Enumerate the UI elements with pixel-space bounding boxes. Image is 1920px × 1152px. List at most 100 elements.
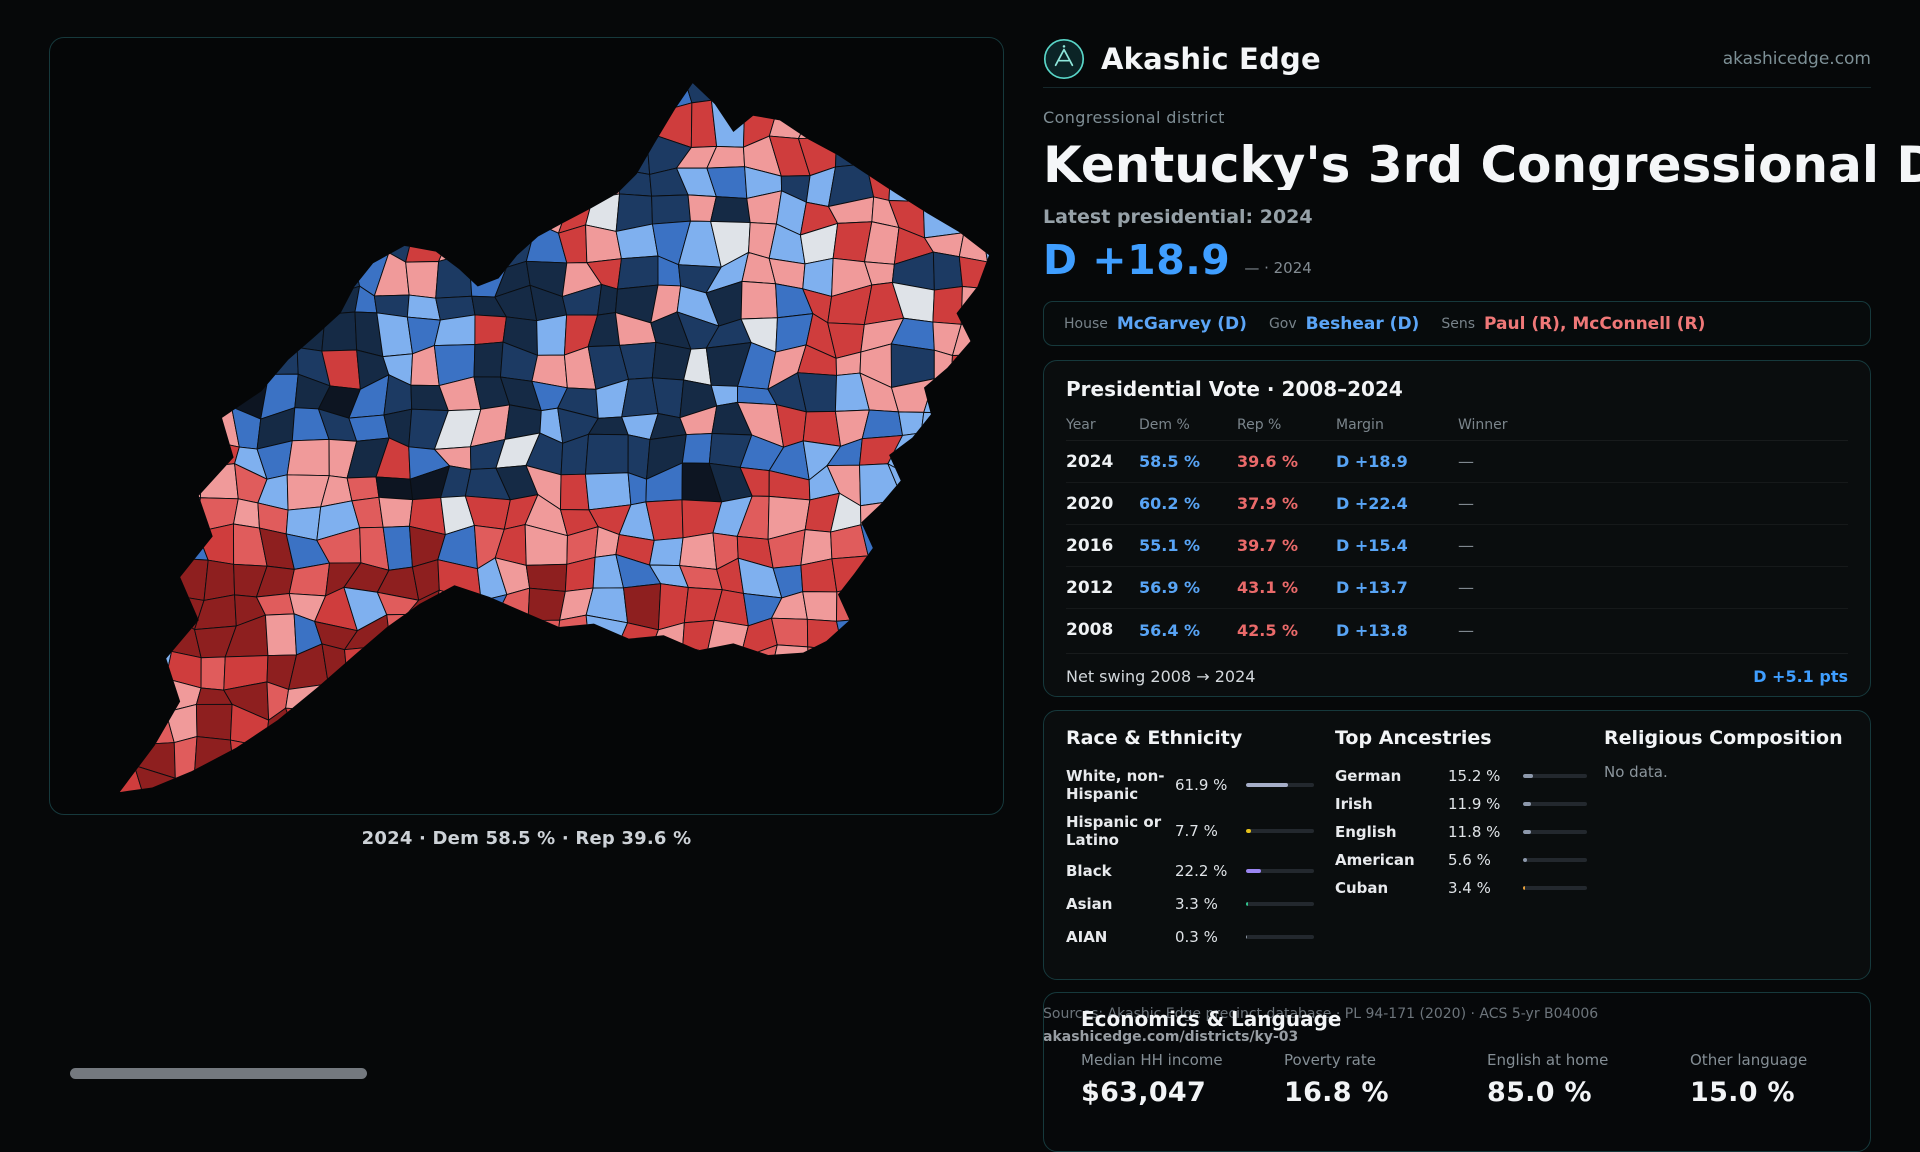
pres-cell-rep: 37.9 % <box>1237 494 1299 513</box>
akashic-edge-logo-icon <box>1043 38 1085 79</box>
pres-cell-rep: 42.5 % <box>1237 620 1299 640</box>
net-swing-label: Net swing 2008 → 2024 <box>1066 667 1256 686</box>
pres-cell-year: 2012 <box>1066 577 1114 598</box>
pres-col-dem: Dem % <box>1139 416 1190 433</box>
latest-presidential-label: Latest presidential: 2024 <box>1043 206 1313 228</box>
demo-bar-track <box>1523 774 1587 778</box>
footer-permalink-link[interactable]: akashicedge.com/districts/ky-03 <box>1043 1029 1299 1045</box>
pres-col-year: Year <box>1066 416 1096 433</box>
governor-link[interactable]: Beshear (D) <box>1305 313 1420 334</box>
demo-row-label: Asian <box>1066 894 1113 913</box>
brand-name: Akashic Edge <box>1101 41 1321 76</box>
demo-row: White, non-Hispanic 61.9 % <box>1066 762 1316 808</box>
pres-cell-winner: — <box>1458 578 1474 597</box>
pres-table-body: 2024 58.5 % 39.6 % D +18.9 — 2020 60.2 % 37.9 %… <box>1066 441 1848 651</box>
demo-bar-fill <box>1523 858 1527 862</box>
pres-cell-dem: 55.1 % <box>1139 536 1201 555</box>
panel-header: Akashic Edge akashicedge.com <box>1043 30 1871 88</box>
pres-cell-winner: — <box>1458 620 1474 640</box>
demo-row: Asian 3.3 % <box>1066 887 1316 920</box>
page-footer: Sources: Akashic Edge precinct database … <box>1043 1006 1598 1045</box>
pres-table-row: 2016 55.1 % 39.7 % D +15.4 — <box>1066 525 1848 567</box>
headline-margin-value: D +18.9 <box>1043 236 1231 284</box>
demo-row-label: Black <box>1066 861 1112 880</box>
brand-home-link[interactable]: Akashic Edge <box>1043 38 1321 80</box>
headline-margin-block: D +18.9 — · 2024 <box>1043 236 1312 284</box>
pres-cell-rep: 43.1 % <box>1237 578 1299 597</box>
pres-cell-year: 2024 <box>1066 451 1114 472</box>
econ-stat-value: 16.8 % <box>1284 1077 1389 1108</box>
district-precinct-map <box>119 83 990 793</box>
officials-bar: House McGarvey (D) Gov Beshear (D) Sens … <box>1043 301 1871 346</box>
pres-col-margin: Margin <box>1336 416 1384 433</box>
pres-cell-rep: 39.7 % <box>1237 536 1299 555</box>
demo-row-label: English <box>1335 823 1397 841</box>
demo-row-label: Cuban <box>1335 879 1389 897</box>
pres-table-row: 2012 56.9 % 43.1 % D +13.7 — <box>1066 567 1848 609</box>
race-ethnicity-title: Race & Ethnicity <box>1066 727 1243 749</box>
net-swing-row: Net swing 2008 → 2024 D +5.1 pts <box>1066 653 1848 686</box>
demo-row-value: 0.3 % <box>1175 927 1218 946</box>
demo-row-label: Hispanic or Latino <box>1066 813 1162 849</box>
demo-row: Irish 11.9 % <box>1335 790 1587 818</box>
demo-bar-track <box>1246 934 1314 939</box>
demo-row: German 15.2 % <box>1335 762 1587 790</box>
econ-stat-label: Median HH income <box>1081 1051 1223 1069</box>
map-caption: 2024 · Dem 58.5 % · Rep 39.6 % <box>361 828 692 849</box>
demo-row-label: AIAN <box>1066 927 1108 946</box>
econ-stat-value: $63,047 <box>1081 1077 1207 1108</box>
demo-row-label: White, non-Hispanic <box>1066 767 1165 803</box>
demo-bar-track <box>1246 901 1314 906</box>
econ-stat-label: English at home <box>1487 1051 1609 1069</box>
pres-col-winner: Winner <box>1458 416 1508 433</box>
economics-language-card: Economics & Language Median HH income $63… <box>1043 992 1871 1152</box>
econ-stat-label: Other language <box>1690 1051 1808 1069</box>
demo-bar-fill <box>1246 901 1249 906</box>
demo-row-value: 3.4 % <box>1448 879 1491 897</box>
demo-row: Hispanic or Latino 7.7 % <box>1066 808 1316 854</box>
pres-cell-dem: 58.5 % <box>1139 452 1201 471</box>
demo-row-value: 61.9 % <box>1175 776 1228 794</box>
demo-bar-track <box>1246 829 1314 833</box>
horizontal-scrollbar-thumb[interactable] <box>70 1068 367 1079</box>
top-ancestries-section: Top Ancestries German 15.2 % Irish 11.9 % En… <box>1335 727 1587 963</box>
demo-row: American 5.6 % <box>1335 846 1587 874</box>
net-swing-value: D +5.1 pts <box>1753 667 1848 686</box>
gov-label: Gov <box>1268 315 1297 332</box>
demo-bar-fill <box>1523 886 1526 890</box>
demo-bar-track <box>1246 868 1314 873</box>
demo-bar-track <box>1523 886 1587 890</box>
demo-bar-fill <box>1246 934 1248 939</box>
demo-row-value: 7.7 % <box>1175 822 1218 840</box>
religious-composition-title: Religious Composition <box>1604 727 1843 749</box>
demo-row-value: 3.3 % <box>1175 894 1218 913</box>
race-rows: White, non-Hispanic 61.9 % Hispanic or Lat… <box>1066 762 1316 953</box>
econ-stat-value: 15.0 % <box>1690 1077 1795 1108</box>
pres-cell-year: 2016 <box>1066 535 1114 556</box>
headline-margin-note: — · 2024 <box>1244 259 1312 277</box>
demo-row-value: 15.2 % <box>1448 767 1501 785</box>
pres-cell-dem: 60.2 % <box>1139 494 1201 513</box>
demo-row-value: 11.9 % <box>1448 795 1501 813</box>
pres-cell-margin: D +13.7 <box>1336 578 1408 597</box>
sens-label: Sens <box>1441 315 1475 332</box>
demographics-card: Race & Ethnicity White, non-Hispanic 61.9… <box>1043 710 1871 980</box>
brand-domain-link[interactable]: akashicedge.com <box>1722 48 1871 69</box>
demo-bar-fill <box>1523 830 1531 834</box>
official-house: House McGarvey (D) <box>1064 314 1247 334</box>
house-member-link[interactable]: McGarvey (D) <box>1116 313 1247 334</box>
pres-cell-winner: — <box>1458 536 1474 555</box>
house-label: House <box>1064 315 1108 332</box>
demo-bar-fill <box>1246 829 1252 833</box>
demo-bar-fill <box>1246 783 1289 787</box>
pres-cell-margin: D +15.4 <box>1336 536 1408 555</box>
senators-link[interactable]: Paul (R), McConnell (R) <box>1484 313 1706 334</box>
demo-bar-fill <box>1246 868 1262 873</box>
demo-bar-fill <box>1523 774 1533 778</box>
econ-stat-label: Poverty rate <box>1284 1051 1376 1069</box>
demo-row: Black 22.2 % <box>1066 854 1316 887</box>
demo-bar-track <box>1523 830 1587 834</box>
pres-cell-winner: — <box>1458 494 1474 513</box>
pres-col-rep: Rep % <box>1237 416 1282 433</box>
demo-row-label: Irish <box>1335 795 1373 813</box>
